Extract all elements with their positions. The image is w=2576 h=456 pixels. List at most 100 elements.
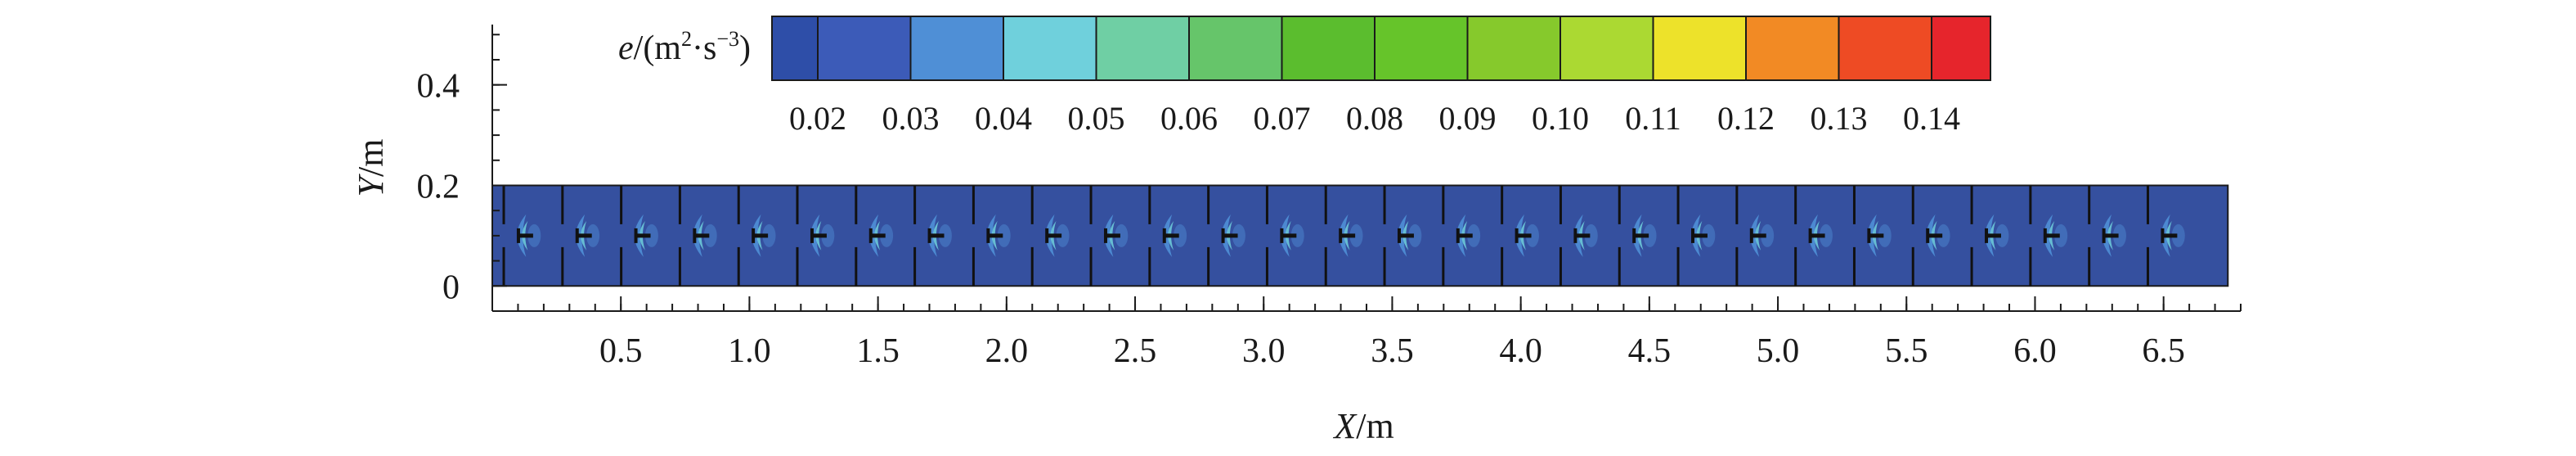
baffle-cell	[1559, 185, 1598, 287]
x-tick-label: 5.0	[1757, 332, 1800, 370]
turbulence-halo	[1819, 223, 1833, 247]
turbulence-halo	[1290, 223, 1304, 247]
colorbar-tick-label: 0.13	[1811, 100, 1868, 137]
baffle-cell	[678, 185, 717, 287]
colorbar-swatch	[1652, 16, 1747, 81]
baffle-cell	[561, 185, 600, 287]
turbulence-halo	[2171, 223, 2185, 247]
turbulence-halo	[1702, 223, 1716, 247]
baffle-cell	[1383, 185, 1422, 287]
turbulence-halo	[1174, 223, 1187, 247]
baffle-cell	[972, 185, 1011, 287]
baffle-cell	[1618, 185, 1657, 287]
baffle-cell	[1676, 185, 1716, 287]
turbulence-halo	[703, 223, 717, 247]
x-tick-label: 1.5	[856, 332, 900, 370]
baffle-cell	[1148, 185, 1187, 287]
baffle-cell	[1852, 185, 1892, 287]
turbulence-halo	[644, 223, 658, 247]
y-tick-label: 0.4	[417, 68, 460, 106]
baffle-cell	[2029, 185, 2068, 287]
y-axis-label: Y/m	[351, 139, 391, 197]
turbulence-halo	[997, 223, 1011, 247]
colorbar-tick-label: 0.02	[789, 100, 846, 137]
x-axis-label: X/m	[1332, 406, 1393, 446]
baffle-cell	[502, 185, 541, 287]
turbulence-halo	[2112, 223, 2126, 247]
turbulence-halo	[880, 223, 894, 247]
turbulence-halo	[1584, 223, 1598, 247]
baffle-cell	[1911, 185, 1950, 287]
colorbar-swatch	[1003, 16, 1097, 81]
colorbar-tick-label: 0.06	[1160, 100, 1218, 137]
x-tick-label: 2.5	[1114, 332, 1157, 370]
turbulence-halo	[821, 223, 835, 247]
turbulence-halo	[762, 223, 776, 247]
baffle-cell	[855, 185, 894, 287]
turbulence-halo	[586, 223, 600, 247]
colorbar-label: e/(m2·s−3)	[618, 27, 751, 67]
x-tick-label: 3.0	[1242, 332, 1286, 370]
turbulence-halo	[1643, 223, 1657, 247]
turbulence-halo	[1467, 223, 1481, 247]
turbulence-halo	[1349, 223, 1363, 247]
colorbar-tick-label: 0.07	[1254, 100, 1311, 137]
colorbar-swatch	[1745, 16, 1840, 81]
colorbar-tick-label: 0.03	[882, 100, 940, 137]
turbulence-halo	[2054, 223, 2068, 247]
turbulence-halo	[1115, 223, 1129, 247]
x-tick-label: 2.0	[985, 332, 1029, 370]
baffle-cell	[1794, 185, 1833, 287]
colorbar-tick-label: 0.11	[1625, 100, 1681, 137]
baffle-cell	[1089, 185, 1129, 287]
baffle-cell	[1442, 185, 1481, 287]
colorbar-tick-label: 0.10	[1532, 100, 1589, 137]
turbulence-halo	[1936, 223, 1950, 247]
colorbar-swatch	[1466, 16, 1561, 81]
x-tick-label: 0.5	[599, 332, 643, 370]
baffle-cell	[1030, 185, 1070, 287]
turbulence-halo	[1995, 223, 2009, 247]
y-tick-label: 0.2	[417, 168, 460, 205]
colorbar-swatch	[1560, 16, 1654, 81]
colorbar-swatch	[817, 16, 912, 81]
turbulence-halo	[1761, 223, 1775, 247]
colorbar-swatch	[1374, 16, 1469, 81]
x-tick-label: 6.0	[2013, 332, 2057, 370]
colorbar-tick-label: 0.09	[1439, 100, 1497, 137]
colorbar-tick-label: 0.04	[975, 100, 1032, 137]
x-tick-label: 3.5	[1371, 332, 1414, 370]
baffle-cell	[1970, 185, 2009, 287]
colorbar-tick-label: 0.12	[1717, 100, 1775, 137]
colorbar-tick-label: 0.08	[1346, 100, 1403, 137]
baffle-cell	[1265, 185, 1304, 287]
colorbar-swatch	[1281, 16, 1376, 81]
baffle-cell	[2146, 185, 2185, 287]
baffle-cell	[2088, 185, 2126, 287]
x-tick-label: 5.5	[1885, 332, 1928, 370]
turbulence-halo	[1408, 223, 1422, 247]
turbulence-halo	[1525, 223, 1539, 247]
colorbar: 0.02 0.03 0.04 0.05 0.06 0.07 0.08 0.09 0.10 0.11…	[771, 16, 1991, 137]
colorbar-swatch	[1188, 16, 1283, 81]
baffle-cell	[737, 185, 776, 287]
colorbar-swatch	[1838, 16, 1932, 81]
colorbar-swatch	[771, 16, 819, 81]
colorbar-tick-label: 0.05	[1068, 100, 1125, 137]
y-tick-label: 0	[442, 269, 460, 306]
colorbar-tick-label: 0.14	[1903, 100, 1960, 137]
turbulence-halo	[938, 223, 952, 247]
colorbar-swatch	[909, 16, 1004, 81]
turbulence-halo	[1232, 223, 1245, 247]
turbulence-halo	[527, 223, 541, 247]
axes: 0.5 1.0 1.5 2.0 2.5 3.0 3.5 4.0 4.5 5.0 5.5 6.0 6.5 0…	[417, 25, 2242, 370]
baffle-cell	[1501, 185, 1539, 287]
baffle-cell	[1207, 185, 1245, 287]
turbulence-halo	[1878, 223, 1892, 247]
colorbar-swatch	[1931, 16, 1991, 81]
baffle-cell	[1735, 185, 1775, 287]
plot-area	[491, 184, 2229, 287]
x-tick-label: 6.5	[2142, 332, 2185, 370]
baffle-cell	[1324, 185, 1363, 287]
